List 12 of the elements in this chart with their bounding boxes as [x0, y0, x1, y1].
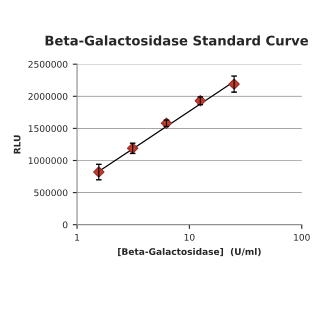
y-tick-label: 1500000 — [28, 125, 68, 132]
y-axis-title: RLU — [14, 135, 20, 154]
y-tick-label: 2000000 — [28, 93, 68, 100]
chart-title: Beta-Galactosidase Standard Curve — [46, 35, 308, 46]
x-tick-label: 10 — [184, 234, 195, 241]
y-tick-label: 0 — [62, 221, 68, 228]
y-tick-label: 500000 — [34, 189, 68, 196]
x-tick-label: 1 — [75, 234, 80, 241]
x-tick-label: 100 — [294, 234, 310, 241]
y-tick-label: 2500000 — [28, 60, 68, 68]
y-tick-label: 1000000 — [28, 157, 68, 164]
x-axis-title: [Beta-Galactosidase] (U/ml) — [118, 248, 261, 256]
